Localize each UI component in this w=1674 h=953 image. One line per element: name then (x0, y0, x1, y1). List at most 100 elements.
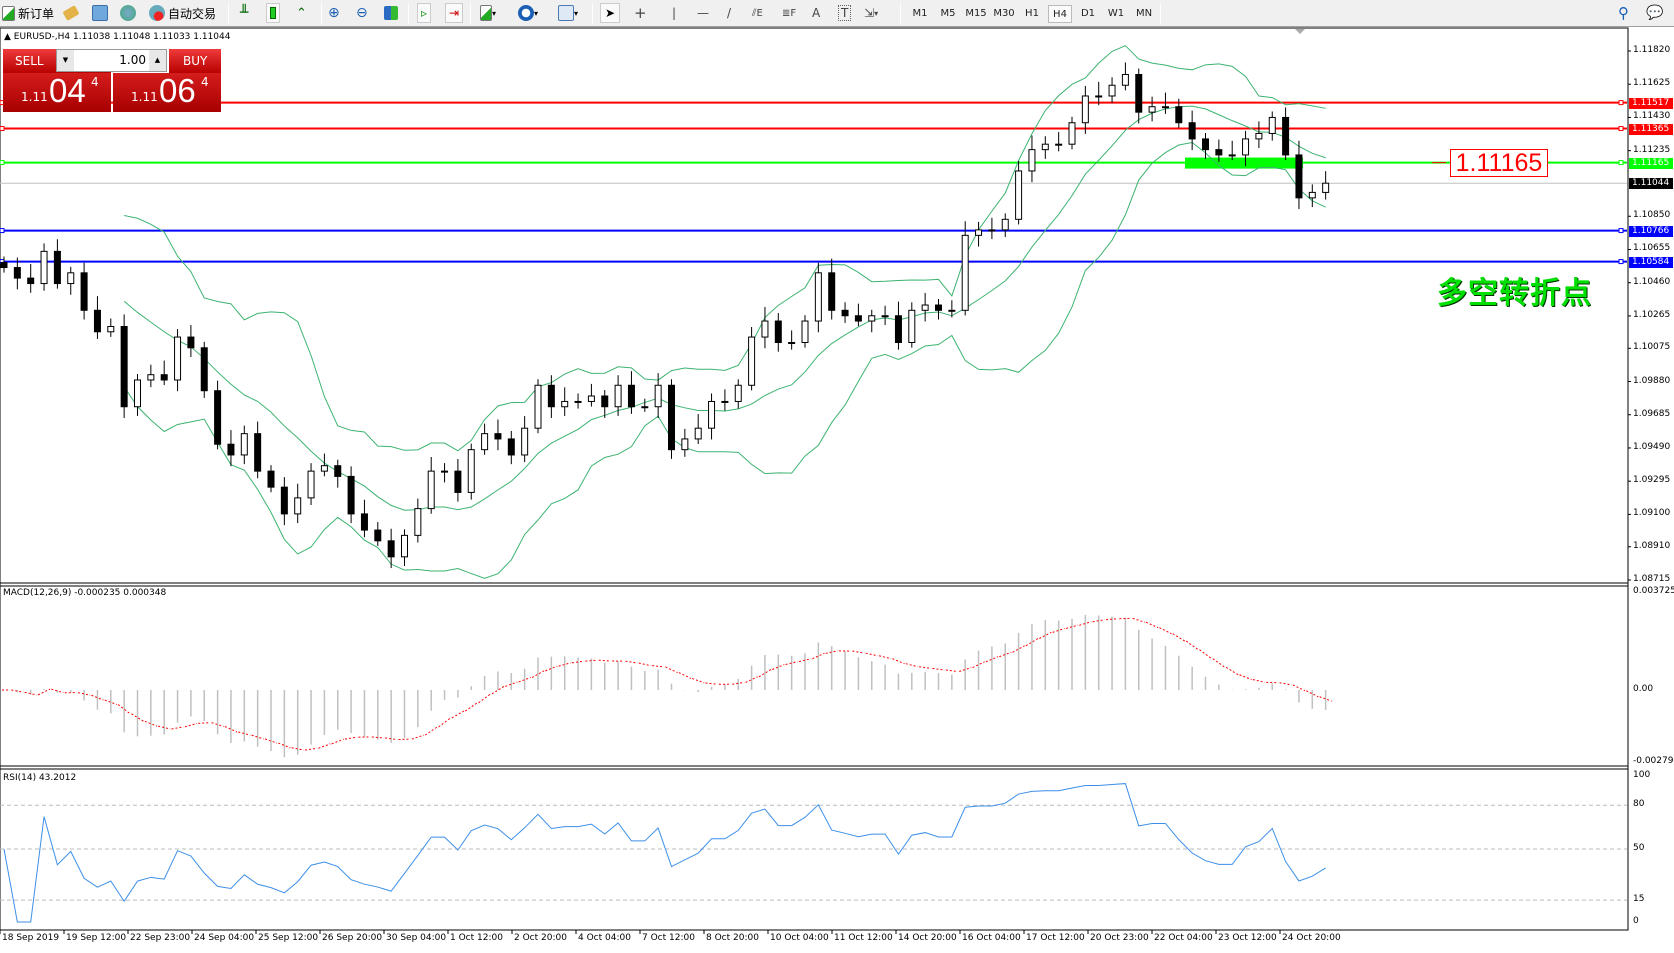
new-order-button[interactable]: 新订单 (2, 3, 54, 23)
trendline-button[interactable]: / (727, 3, 731, 23)
candle (828, 272, 836, 311)
candle (614, 384, 622, 408)
candle (868, 315, 876, 322)
candle (654, 384, 662, 408)
line-handle (1618, 160, 1624, 166)
candle (427, 470, 435, 510)
price-annotation-box[interactable]: 1.11165 (1450, 149, 1548, 177)
indicators-button[interactable]: ▾ (480, 3, 496, 23)
candle (908, 309, 916, 344)
periods-button[interactable]: ▾ (518, 3, 538, 23)
timeframe-m30[interactable]: M30 (993, 8, 1015, 19)
terminal-button[interactable] (92, 3, 108, 23)
lot-input[interactable]: 1.00 (119, 53, 146, 67)
vertical-line-icon: | (672, 6, 677, 20)
time-axis-label: 1 Oct 12:00 (450, 933, 503, 943)
chart-shift-button[interactable]: ⇥ (445, 3, 464, 23)
bid-price-button[interactable]: 1.11 04 4 (3, 72, 111, 112)
rsi-axis-label: 0 (1633, 916, 1639, 926)
timeframe-m1[interactable]: M1 (912, 8, 928, 19)
candle (1322, 182, 1330, 193)
time-axis-label: 30 Sep 04:00 (386, 933, 447, 943)
timeframe-m5[interactable]: M5 (940, 8, 956, 19)
horizontal-line-button[interactable]: — (697, 3, 709, 23)
rsi-axis-label: 15 (1633, 894, 1645, 905)
candle (1135, 74, 1143, 113)
arrows-button[interactable]: ⇲ ▾ (864, 6, 879, 20)
price-line-label: 1.10584 (1629, 256, 1673, 268)
time-axis-label: 4 Oct 04:00 (578, 933, 631, 943)
candle (1215, 149, 1223, 156)
candle (1202, 138, 1209, 151)
templates-button[interactable]: ▾ (558, 3, 578, 23)
price-axis-label: 1.11430 (1633, 111, 1671, 122)
time-axis-label: 7 Oct 12:00 (642, 933, 695, 943)
toolbar-separator (1160, 3, 1161, 24)
search-button[interactable]: ⚲ (1618, 3, 1629, 23)
timeframe-m15[interactable]: M15 (965, 8, 987, 19)
new-order-icon (2, 5, 15, 21)
line-handle (1618, 259, 1624, 265)
candle (401, 534, 408, 558)
zoom-out-button[interactable]: ⊖ (356, 3, 368, 23)
toolbar-separator (321, 3, 322, 24)
price-axis-label: 1.08910 (1633, 540, 1671, 551)
toolbar-separator (900, 3, 901, 24)
timeframe-mn[interactable]: MN (1135, 8, 1153, 19)
candlestick-icon (270, 7, 276, 19)
price-line-label: 1.10766 (1629, 225, 1673, 237)
trendline-icon: / (727, 6, 732, 20)
lot-increase-button[interactable]: ▲ (149, 50, 166, 71)
lot-decrease-button[interactable]: ▼ (57, 50, 74, 71)
lot-size-stepper[interactable]: ▼ 1.00 ▲ (56, 49, 167, 72)
candle (1055, 143, 1063, 146)
vertical-line-button[interactable]: | (672, 3, 676, 23)
timeframe-h4[interactable]: H4 (1048, 5, 1072, 23)
fibonacci-button[interactable]: ≣F (782, 3, 796, 23)
buy-button[interactable]: BUY (169, 49, 221, 73)
candle (935, 304, 942, 311)
time-axis-label: 10 Oct 04:00 (770, 933, 829, 943)
candle (668, 384, 675, 451)
rsi-label: RSI(14) 43.2012 (3, 773, 77, 783)
candle (1175, 106, 1183, 124)
price-line-label: 1.11165 (1629, 157, 1673, 169)
timeframe-w1[interactable]: W1 (1107, 8, 1125, 19)
candle (267, 470, 275, 488)
fibonacci-channel-button[interactable]: ⫽E (752, 3, 763, 23)
timeframe-h1[interactable]: H1 (1025, 8, 1039, 19)
annotation-text[interactable]: 多空转折点 (1437, 276, 1592, 311)
zoom-in-button[interactable]: ⊕ (328, 3, 340, 23)
macd-axis-label: 0.00 (1633, 684, 1654, 694)
collapse-triangle-icon[interactable]: ▲ (4, 32, 14, 42)
price-axis-label: 1.11625 (1633, 78, 1671, 89)
ask-price-button[interactable]: 1.11 06 4 (113, 72, 221, 112)
zoom-out-icon: ⊖ (356, 5, 368, 21)
auto-scroll-button[interactable]: ▹ (417, 3, 432, 23)
chat-button[interactable]: 💬 (1646, 3, 1663, 23)
crosshair-button[interactable]: + (634, 3, 647, 23)
bid-prefix: 1.11 (21, 90, 48, 104)
candlestick-button[interactable] (266, 3, 280, 23)
candle (788, 342, 796, 345)
candle (120, 325, 128, 408)
auto-trade-button[interactable]: 自动交易 (149, 3, 216, 23)
candle (988, 229, 996, 232)
line-handle (0, 160, 5, 166)
candle (13, 267, 21, 279)
cursor-button[interactable]: ➤ (600, 3, 621, 23)
candle (587, 395, 595, 402)
timeframe-d1[interactable]: D1 (1080, 8, 1096, 19)
line-chart-button[interactable]: ⌃ (296, 3, 307, 23)
text-button[interactable]: A (812, 3, 820, 23)
price-axis-label: 1.10460 (1633, 276, 1671, 287)
bar-chart-button[interactable]: ╨ (240, 3, 248, 23)
ask-prefix: 1.11 (131, 90, 158, 104)
chart-shift-marker[interactable] (1295, 29, 1305, 34)
text-label-button[interactable]: T (838, 3, 852, 23)
bar-chart-icon: ╨ (240, 5, 249, 21)
signals-button[interactable] (120, 3, 136, 23)
signals-icon (120, 5, 136, 21)
tile-windows-button[interactable] (384, 3, 398, 23)
